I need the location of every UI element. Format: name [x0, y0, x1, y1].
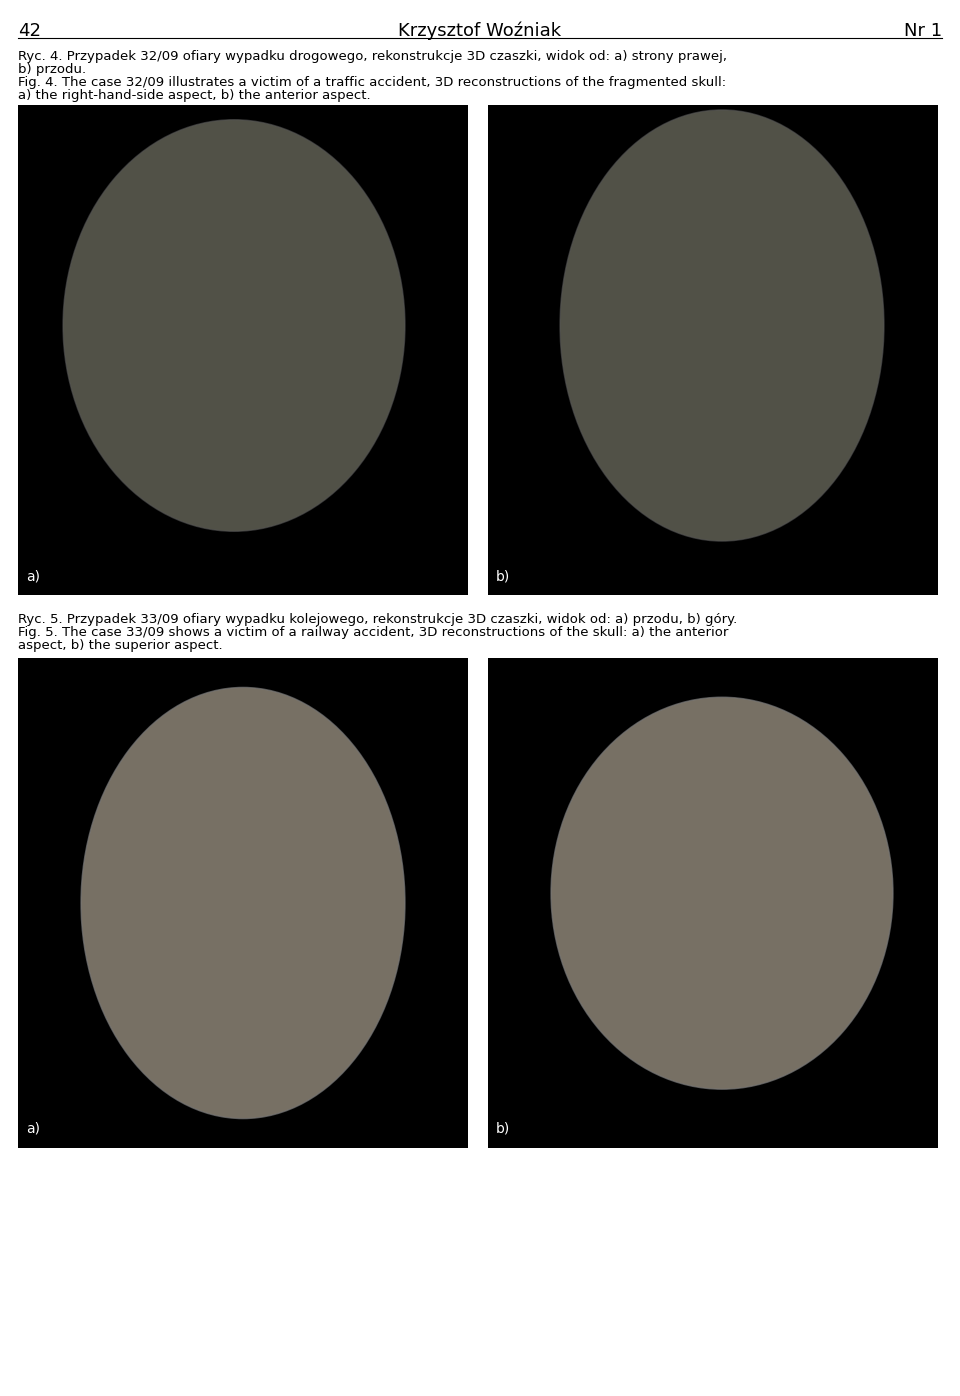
Text: a): a): [26, 1122, 40, 1136]
Bar: [18, 658, 468, 1148]
Text: aspect, b) the superior aspect.: aspect, b) the superior aspect.: [18, 639, 223, 652]
Text: b): b): [496, 570, 511, 584]
Bar: [488, 658, 938, 1148]
Text: b) przodu.: b) przodu.: [18, 63, 86, 75]
Text: 42: 42: [18, 22, 41, 40]
Text: Krzysztof Woźniak: Krzysztof Woźniak: [398, 22, 562, 40]
Text: Ryc. 4. Przypadek 32/09 ofiary wypadku drogowego, rekonstrukcje 3D czaszki, wido: Ryc. 4. Przypadek 32/09 ofiary wypadku d…: [18, 50, 727, 63]
Ellipse shape: [81, 687, 405, 1118]
Bar: [18, 105, 468, 595]
Text: Fig. 4. The case 32/09 illustrates a victim of a traffic accident, 3D reconstruc: Fig. 4. The case 32/09 illustrates a vic…: [18, 75, 726, 89]
Text: Ryc. 5. Przypadek 33/09 ofiary wypadku kolejowego, rekonstrukcje 3D czaszki, wid: Ryc. 5. Przypadek 33/09 ofiary wypadku k…: [18, 613, 737, 625]
Text: b): b): [496, 1122, 511, 1136]
Bar: [488, 105, 938, 595]
Ellipse shape: [560, 110, 884, 542]
Text: a): a): [26, 570, 40, 584]
Ellipse shape: [551, 697, 893, 1089]
Text: a) the right-hand-side aspect, b) the anterior aspect.: a) the right-hand-side aspect, b) the an…: [18, 89, 371, 102]
Text: Fig. 5. The case 33/09 shows a victim of a railway accident, 3D reconstructions : Fig. 5. The case 33/09 shows a victim of…: [18, 625, 729, 639]
Text: Nr 1: Nr 1: [904, 22, 942, 40]
Ellipse shape: [63, 120, 405, 532]
